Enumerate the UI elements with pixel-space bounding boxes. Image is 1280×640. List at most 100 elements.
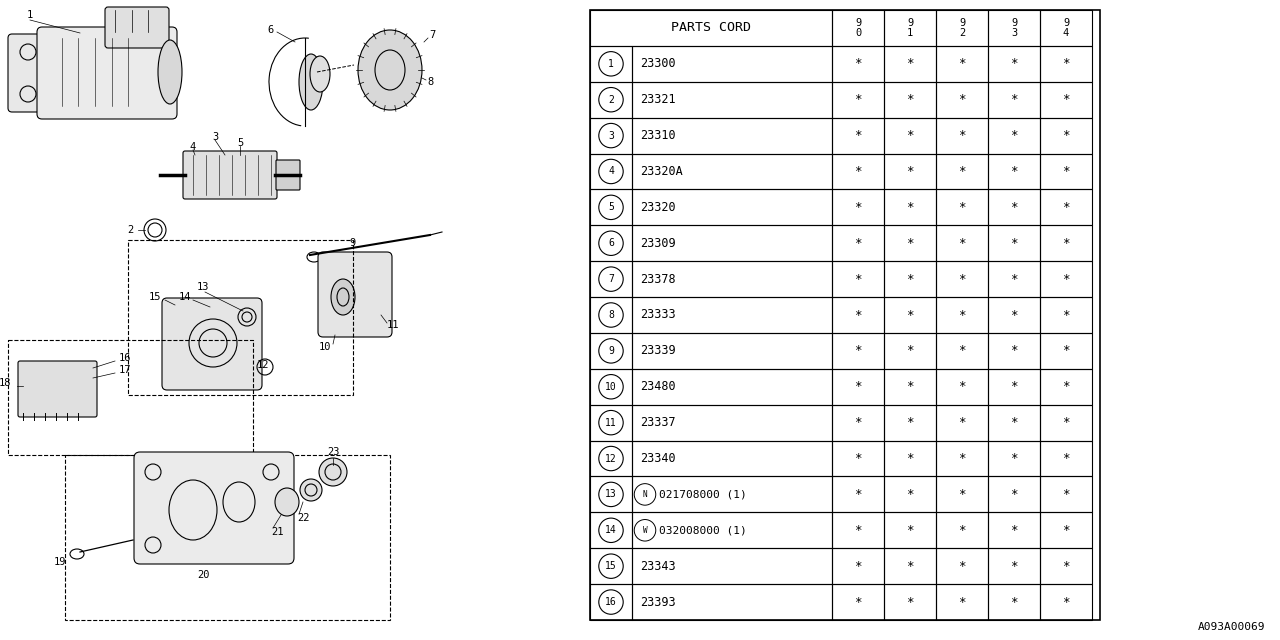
Text: *: *	[1010, 58, 1018, 70]
Text: 11: 11	[387, 320, 399, 330]
Bar	[632, 584, 832, 620]
Bar	[1039, 154, 1092, 189]
Text: *: *	[1062, 237, 1070, 250]
Bar	[1039, 369, 1092, 404]
Ellipse shape	[358, 30, 422, 110]
Text: 17: 17	[119, 365, 132, 375]
Text: 23321: 23321	[640, 93, 676, 106]
Text: 9
4: 9 4	[1062, 18, 1069, 38]
Bar	[632, 548, 832, 584]
FancyBboxPatch shape	[105, 7, 169, 48]
Bar	[936, 369, 988, 404]
Bar	[884, 154, 936, 189]
Text: *: *	[1062, 559, 1070, 573]
Text: *: *	[854, 452, 861, 465]
Text: *: *	[959, 273, 965, 285]
Text: *: *	[854, 129, 861, 142]
Bar	[1039, 584, 1092, 620]
Text: *: *	[1062, 596, 1070, 609]
Bar	[884, 82, 936, 118]
Text: 9: 9	[349, 238, 355, 248]
Text: *: *	[906, 596, 914, 609]
Text: *: *	[1010, 201, 1018, 214]
Bar	[936, 46, 988, 82]
Text: *: *	[959, 488, 965, 501]
Bar	[632, 261, 832, 297]
Text: W: W	[643, 526, 648, 535]
Text: *: *	[959, 596, 965, 609]
Bar	[1039, 297, 1092, 333]
Text: *: *	[1010, 129, 1018, 142]
FancyBboxPatch shape	[317, 252, 392, 337]
Text: 9
1: 9 1	[906, 18, 913, 38]
Text: 18: 18	[0, 378, 12, 388]
Bar	[936, 82, 988, 118]
Text: 10: 10	[605, 382, 617, 392]
Text: *: *	[1010, 93, 1018, 106]
Text: *: *	[959, 201, 965, 214]
Bar	[884, 10, 936, 46]
Text: 23480: 23480	[640, 380, 676, 393]
Bar	[988, 333, 1039, 369]
Text: 1: 1	[608, 59, 614, 69]
Ellipse shape	[310, 56, 330, 92]
Bar	[832, 440, 884, 476]
Text: *: *	[1010, 237, 1018, 250]
Bar	[1039, 189, 1092, 225]
Text: *: *	[1010, 488, 1018, 501]
Text: *: *	[1062, 165, 1070, 178]
Bar	[884, 189, 936, 225]
Bar	[632, 46, 832, 82]
Bar	[936, 261, 988, 297]
Text: N: N	[643, 490, 648, 499]
Text: *: *	[854, 165, 861, 178]
Text: *: *	[854, 524, 861, 537]
Ellipse shape	[300, 54, 323, 110]
Bar	[936, 548, 988, 584]
Bar	[590, 82, 632, 118]
Text: *: *	[906, 237, 914, 250]
Bar	[832, 369, 884, 404]
Text: *: *	[906, 308, 914, 321]
Text: *: *	[854, 58, 861, 70]
Text: *: *	[854, 273, 861, 285]
Text: 23378: 23378	[640, 273, 676, 285]
Text: 5: 5	[608, 202, 614, 212]
Bar	[832, 46, 884, 82]
Text: *: *	[1062, 380, 1070, 393]
Text: *: *	[906, 524, 914, 537]
Bar	[1039, 513, 1092, 548]
Text: *: *	[1010, 308, 1018, 321]
Bar	[884, 440, 936, 476]
Bar	[632, 189, 832, 225]
Bar	[1039, 476, 1092, 513]
Text: 9: 9	[608, 346, 614, 356]
Bar	[1039, 118, 1092, 154]
Bar	[936, 333, 988, 369]
Text: 23320A: 23320A	[640, 165, 682, 178]
Text: 7: 7	[429, 30, 435, 40]
Bar	[936, 404, 988, 440]
Bar	[832, 404, 884, 440]
Bar	[832, 584, 884, 620]
Bar	[590, 118, 632, 154]
Text: 14: 14	[605, 525, 617, 535]
Text: *: *	[854, 488, 861, 501]
Text: 16: 16	[119, 353, 132, 363]
Text: 14: 14	[179, 292, 191, 302]
Bar	[632, 440, 832, 476]
FancyBboxPatch shape	[163, 298, 262, 390]
Bar	[936, 476, 988, 513]
Bar	[988, 189, 1039, 225]
Text: 5: 5	[237, 138, 243, 148]
FancyBboxPatch shape	[37, 27, 177, 119]
Text: 23333: 23333	[640, 308, 676, 321]
Bar	[832, 513, 884, 548]
Bar	[632, 82, 832, 118]
Text: *: *	[959, 58, 965, 70]
Text: *: *	[1010, 344, 1018, 357]
Text: 032008000 (1): 032008000 (1)	[659, 525, 746, 535]
Text: *: *	[906, 58, 914, 70]
Text: 23: 23	[326, 447, 339, 457]
Bar	[936, 440, 988, 476]
